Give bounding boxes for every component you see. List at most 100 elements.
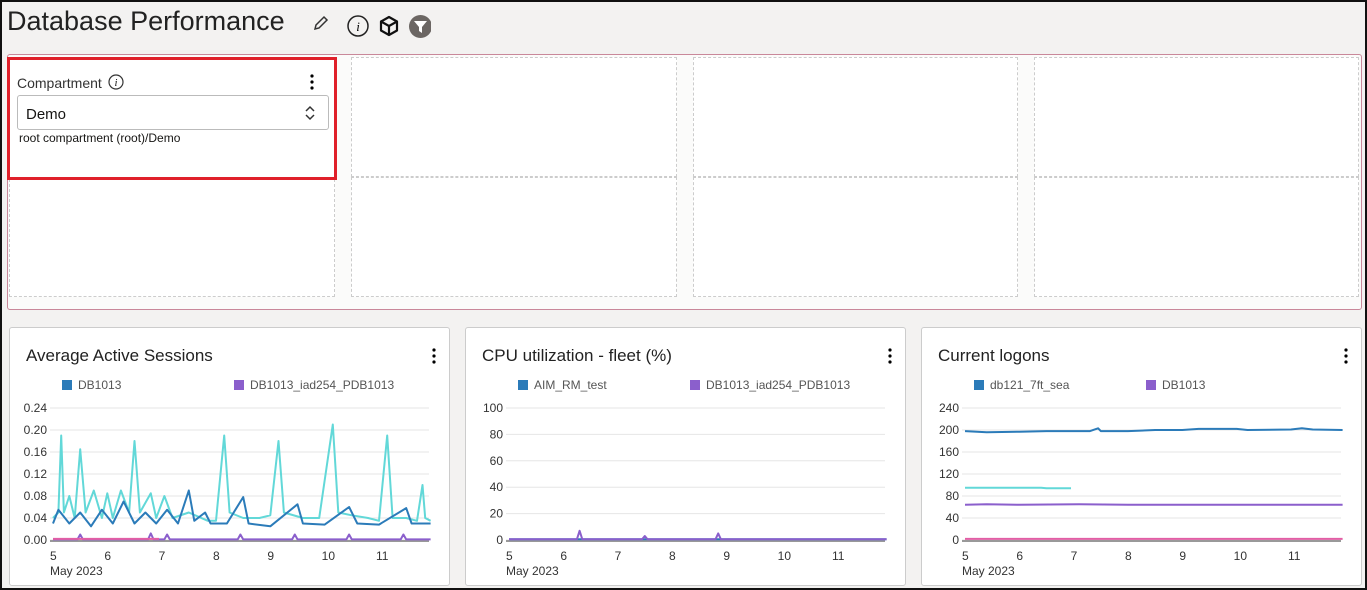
x-tick-label: 10 <box>778 549 792 563</box>
legend-label: DB1013 <box>1162 378 1206 392</box>
legend-swatch <box>1146 380 1156 390</box>
x-tick-label: 5 <box>962 549 969 563</box>
y-tick-label: 0.24 <box>24 401 48 415</box>
empty-slot <box>693 57 1018 177</box>
y-tick-label: 0 <box>496 533 503 547</box>
x-tick-label: 11 <box>832 549 845 563</box>
y-tick-label: 60 <box>490 454 504 468</box>
chart-card-cpu: CPU utilization - fleet (%) AIM_RM_test DB… <box>465 327 906 586</box>
y-tick-label: 160 <box>939 445 959 459</box>
kebab-menu-icon[interactable] <box>309 74 315 90</box>
empty-slot <box>351 57 677 177</box>
x-axis-sublabel: May 2023 <box>962 564 1015 578</box>
x-tick-label: 9 <box>723 549 730 563</box>
kebab-menu-icon[interactable] <box>1343 348 1349 364</box>
y-tick-label: 120 <box>939 467 959 481</box>
chart-title: Current logons <box>938 346 1050 365</box>
series-line-db121_7ft_sea <box>964 427 1343 434</box>
compartment-value: Demo <box>26 106 67 123</box>
y-tick-label: 100 <box>483 401 503 415</box>
svg-text:i: i <box>356 19 360 34</box>
series-line-DB1013_iad254_PDB1013 <box>509 529 887 541</box>
svg-text:i: i <box>115 78 118 89</box>
x-axis-sublabel: May 2023 <box>506 564 559 578</box>
y-tick-label: 0.04 <box>24 511 48 525</box>
series-line-series-0 <box>52 423 432 522</box>
legend-swatch <box>62 380 72 390</box>
page-title: Database Performance <box>7 6 285 36</box>
empty-slot <box>693 177 1018 297</box>
y-tick-label: 0.16 <box>24 445 48 459</box>
y-tick-label: 20 <box>490 507 504 521</box>
x-tick-label: 11 <box>376 549 389 563</box>
x-tick-label: 7 <box>615 549 622 563</box>
chart-plot: 0 40 80 120 160 200 240 5 6 7 8 9 10 11 May 2023 <box>939 401 1343 578</box>
y-tick-label: 40 <box>490 480 504 494</box>
y-tick-label: 0.20 <box>24 423 48 437</box>
info-icon[interactable]: i <box>347 15 369 37</box>
x-tick-label: 7 <box>1071 549 1078 563</box>
x-tick-label: 11 <box>1288 549 1301 563</box>
legend-item[interactable]: DB1013_iad254_PDB1013 <box>690 378 850 392</box>
legend-item[interactable]: AIM_RM_test <box>518 378 607 392</box>
legend-label: DB1013_iad254_PDB1013 <box>706 378 851 392</box>
legend-item[interactable]: db121_7ft_sea <box>974 378 1069 392</box>
compartment-path: root compartment (root)/Demo <box>19 131 181 145</box>
legend-item[interactable]: DB1013 <box>1146 378 1205 392</box>
empty-slot <box>1034 57 1359 177</box>
legend-swatch <box>518 380 528 390</box>
x-tick-label: 8 <box>669 549 676 563</box>
x-tick-label: 10 <box>1234 549 1248 563</box>
chevron-up-down-icon <box>305 105 315 121</box>
legend-label: DB1013 <box>78 378 122 392</box>
pencil-icon[interactable] <box>310 12 332 34</box>
y-tick-label: 40 <box>946 511 960 525</box>
kebab-menu-icon[interactable] <box>431 348 437 364</box>
x-tick-label: 7 <box>159 549 166 563</box>
y-tick-label: 80 <box>946 489 960 503</box>
x-tick-label: 6 <box>104 549 111 563</box>
chart-card-aas: Average Active Sessions DB1013 DB1013_iad2… <box>9 327 450 586</box>
y-tick-label: 80 <box>490 427 504 441</box>
legend-label: db121_7ft_sea <box>990 378 1070 392</box>
kebab-menu-icon[interactable] <box>887 348 893 364</box>
chart-plot: 0.00 0.04 0.08 0.12 0.16 0.20 0.24 5 6 7 8 9 10 11 May… <box>24 401 432 578</box>
y-tick-label: 0.08 <box>24 489 48 503</box>
chart-title: CPU utilization - fleet (%) <box>482 346 672 365</box>
info-icon[interactable]: i <box>108 74 124 95</box>
y-tick-label: 0 <box>952 533 959 547</box>
series-line-DB1013 <box>964 503 1343 506</box>
cube-icon[interactable] <box>378 15 400 37</box>
x-axis-sublabel: May 2023 <box>50 564 103 578</box>
x-tick-label: 5 <box>50 549 57 563</box>
series-line-series-1 <box>965 486 1071 490</box>
empty-slot <box>351 177 677 297</box>
y-tick-label: 200 <box>939 423 959 437</box>
chart-plot: 0 20 40 60 80 100 5 6 7 8 9 10 11 May 2023 <box>483 401 887 578</box>
legend-swatch <box>974 380 984 390</box>
chart-card-logons: Current logons db121_7ft_sea DB1013 0 40 80 12… <box>921 327 1362 586</box>
legend-label: DB1013_iad254_PDB1013 <box>250 378 395 392</box>
empty-slot <box>1034 177 1359 297</box>
legend-item[interactable]: DB1013_iad254_PDB1013 <box>234 378 394 392</box>
x-tick-label: 9 <box>267 549 274 563</box>
legend-item[interactable]: DB1013 <box>62 378 121 392</box>
y-tick-label: 240 <box>939 401 959 415</box>
x-tick-label: 6 <box>560 549 567 563</box>
x-tick-label: 10 <box>322 549 336 563</box>
x-tick-label: 6 <box>1016 549 1023 563</box>
legend-swatch <box>234 380 244 390</box>
empty-slot <box>9 179 335 297</box>
x-tick-label: 9 <box>1179 549 1186 563</box>
compartment-widget: Compartment i Demo root compartment (roo… <box>7 57 337 180</box>
compartment-select[interactable]: Demo <box>17 95 329 130</box>
y-tick-label: 0.00 <box>24 533 48 547</box>
compartment-label: Compartment <box>17 75 102 91</box>
series-line-DB1013 <box>52 489 431 528</box>
legend-swatch <box>690 380 700 390</box>
x-tick-label: 5 <box>506 549 513 563</box>
chart-title: Average Active Sessions <box>26 346 213 365</box>
legend-label: AIM_RM_test <box>534 378 607 392</box>
filter-icon[interactable] <box>409 14 431 38</box>
y-tick-label: 0.12 <box>24 467 48 481</box>
